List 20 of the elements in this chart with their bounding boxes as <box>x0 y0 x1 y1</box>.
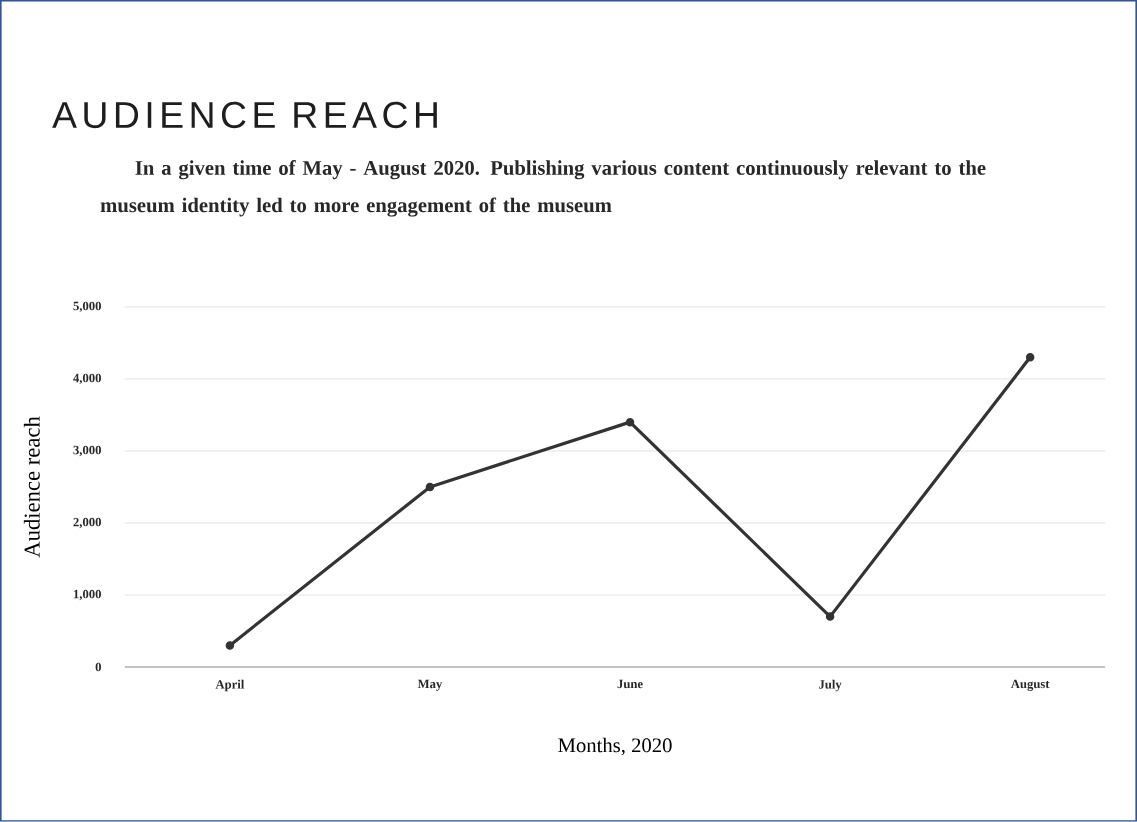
x-tick-label: May <box>417 679 443 691</box>
x-tick-label: June <box>617 679 643 689</box>
x-tick-label: July <box>819 679 842 692</box>
point <box>625 417 635 427</box>
x-axis-title: Months, 2020 <box>558 737 672 756</box>
point <box>825 612 835 621</box>
point <box>425 482 435 492</box>
y-tick-label: 3,000 <box>73 445 101 457</box>
point <box>225 641 235 650</box>
y-tick-label: 1,000 <box>73 589 101 601</box>
y-axis-title: Audience reach <box>23 416 40 558</box>
point <box>1025 353 1035 362</box>
x-tick-label: August <box>1010 679 1050 691</box>
y-tick-label: 0 <box>95 662 101 672</box>
chart-subtitle: In a given time of May - August 2020. Publishing various content continuously relevant to the museum identity led to more engagement of the museum <box>100 160 986 217</box>
y-tick-label: 2,000 <box>73 517 101 529</box>
x-tick-label: April <box>215 679 245 692</box>
chart-title: AUDIENCE REACH <box>52 101 437 129</box>
y-tick-label: 4,000 <box>73 373 101 385</box>
y-tick-label: 5,000 <box>73 301 101 313</box>
